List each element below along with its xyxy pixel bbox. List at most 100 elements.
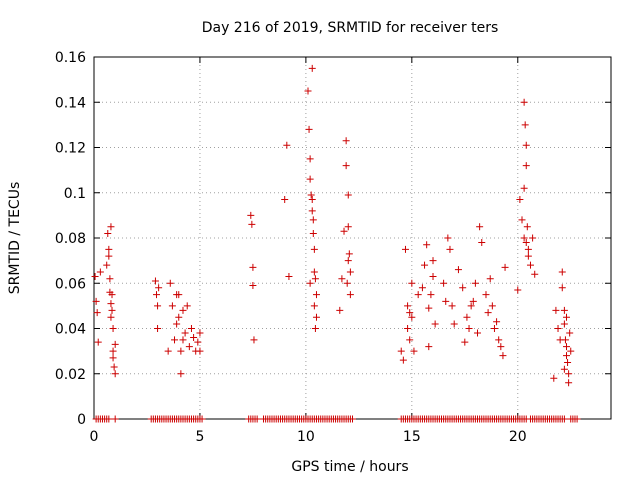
y-tick-label: 0.12 — [55, 141, 86, 157]
data-point — [490, 325, 498, 332]
data-point — [185, 343, 193, 351]
data-point — [94, 338, 102, 346]
data-point — [312, 313, 320, 321]
data-point — [168, 302, 176, 310]
data-point — [306, 155, 314, 163]
data-point — [440, 279, 448, 287]
data-point — [177, 347, 185, 355]
data-point — [304, 87, 312, 95]
data-point — [488, 302, 496, 310]
data-point — [175, 313, 183, 321]
data-point — [469, 297, 477, 305]
data-point — [311, 275, 319, 283]
data-point — [560, 306, 568, 314]
data-point — [564, 358, 572, 366]
zero-data-point — [560, 415, 568, 423]
y-tick-label: 0.02 — [55, 367, 86, 383]
data-point — [164, 347, 172, 355]
data-point — [154, 325, 162, 332]
y-axis-title: SRMTID / TECUs — [7, 182, 23, 295]
data-point — [497, 343, 505, 351]
data-point — [495, 336, 503, 344]
data-point — [310, 302, 318, 310]
data-point — [306, 279, 314, 287]
x-tick-label: 0 — [90, 429, 99, 445]
data-point — [523, 223, 531, 231]
data-point — [342, 162, 350, 170]
data-point — [465, 325, 473, 332]
data-point — [521, 121, 529, 129]
y-tick-label: 0.08 — [55, 231, 86, 247]
data-point — [173, 320, 181, 328]
data-point — [493, 318, 501, 326]
data-point — [153, 291, 161, 299]
data-point — [425, 304, 433, 312]
data-point — [554, 325, 562, 332]
zero-data-point — [105, 415, 113, 423]
zero-data-point — [573, 415, 581, 423]
data-point — [425, 343, 433, 351]
data-point — [566, 329, 574, 337]
data-point — [310, 245, 318, 253]
data-point — [110, 363, 118, 371]
data-point — [522, 162, 530, 170]
data-point — [550, 374, 558, 382]
data-point — [309, 229, 317, 237]
data-point — [308, 64, 316, 72]
data-point — [281, 196, 289, 204]
data-point — [336, 306, 344, 314]
y-tick-label: 0 — [77, 412, 86, 428]
data-point — [560, 365, 568, 373]
data-point — [342, 137, 350, 145]
data-point — [563, 343, 571, 351]
data-point — [552, 306, 560, 314]
data-point — [429, 272, 437, 280]
data-point — [446, 245, 454, 253]
data-point — [401, 245, 409, 253]
data-point — [109, 347, 117, 355]
data-point — [558, 268, 566, 276]
zero-data-point — [349, 415, 356, 423]
data-point — [312, 291, 320, 299]
data-point — [482, 291, 490, 299]
data-point — [111, 340, 119, 348]
data-point — [461, 338, 469, 346]
data-point — [93, 309, 101, 317]
y-tick-label: 0.1 — [64, 186, 86, 202]
data-point — [423, 241, 431, 249]
data-point — [476, 223, 484, 231]
chart-title: Day 216 of 2019, SRMTID for receiver ter… — [202, 20, 499, 36]
data-point — [344, 223, 352, 231]
data-point — [474, 329, 482, 337]
data-point — [522, 239, 530, 247]
data-point — [501, 263, 509, 271]
data-point — [524, 245, 532, 253]
data-point — [108, 306, 116, 314]
data-point — [486, 275, 494, 283]
x-axis-title: GPS time / hours — [291, 459, 408, 475]
data-points — [91, 64, 581, 423]
x-tick-label: 5 — [195, 429, 204, 445]
data-point — [567, 347, 575, 355]
data-point — [111, 370, 119, 378]
data-point — [166, 279, 174, 287]
data-point — [471, 279, 479, 287]
data-point — [194, 338, 202, 346]
x-tick-label: 20 — [509, 429, 527, 445]
y-tick-label: 0.04 — [55, 322, 86, 338]
data-point — [450, 320, 458, 328]
data-point — [560, 320, 568, 328]
data-point — [344, 257, 352, 265]
data-point — [196, 329, 204, 337]
x-tick-labels: 0 5 10 15 20 — [90, 429, 527, 445]
data-point — [467, 302, 475, 310]
data-point — [397, 347, 405, 355]
data-point — [404, 325, 412, 332]
data-point — [96, 268, 104, 276]
data-point — [429, 257, 437, 265]
y-tick-label: 0.06 — [55, 276, 86, 292]
x-tick-label: 15 — [403, 429, 421, 445]
data-point — [563, 352, 571, 360]
data-point — [529, 234, 537, 242]
